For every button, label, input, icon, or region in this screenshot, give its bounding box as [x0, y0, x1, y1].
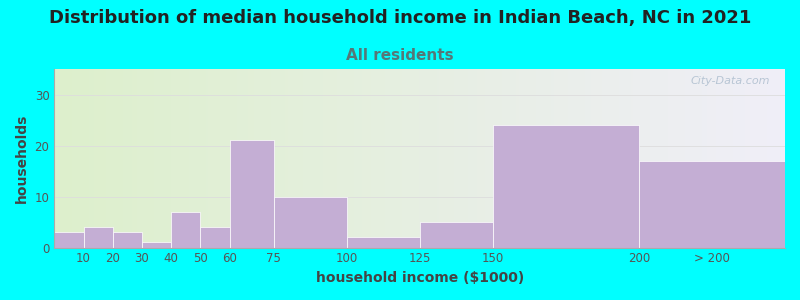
Bar	[54, 232, 83, 248]
Bar	[346, 237, 420, 248]
Bar	[113, 232, 142, 248]
Text: City-Data.com: City-Data.com	[691, 76, 770, 86]
Bar	[420, 222, 493, 248]
X-axis label: household income ($1000): household income ($1000)	[315, 271, 524, 285]
Text: Distribution of median household income in Indian Beach, NC in 2021: Distribution of median household income …	[49, 9, 751, 27]
Bar	[171, 212, 201, 247]
Bar	[639, 161, 785, 248]
Bar	[142, 242, 171, 247]
Bar	[83, 227, 113, 247]
Text: All residents: All residents	[346, 48, 454, 63]
Bar	[201, 227, 230, 247]
Bar	[274, 196, 346, 247]
Bar	[230, 140, 274, 248]
Bar	[493, 125, 639, 248]
Y-axis label: households: households	[15, 114, 29, 203]
